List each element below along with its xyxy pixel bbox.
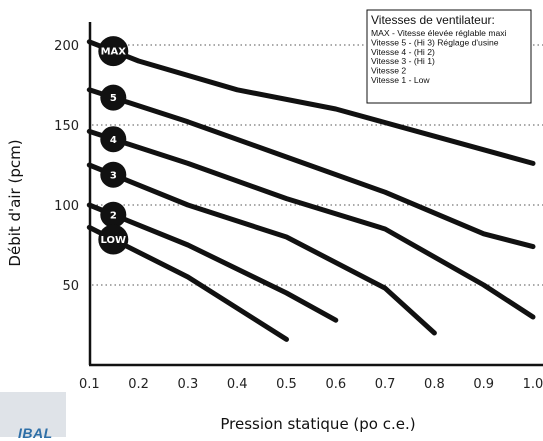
x-tick-label: 0.4 [227,377,248,392]
series-line-2 [86,202,339,323]
series-line-max [86,39,536,166]
y-axis-title: Débit d'air (pcm) [6,139,24,266]
badge-label-5: 5 [110,93,117,104]
x-tick-label: 0.2 [128,377,149,392]
axes [88,22,543,367]
legend-item: Vitesse 2 [371,66,406,76]
series-lines [86,39,536,342]
speed-badges: MAX 5 4 3 2 LOW [98,36,129,255]
y-tick-label: 100 [54,199,79,214]
legend-item: Vitesse 1 - Low [371,75,430,85]
badge-3 [100,161,127,188]
x-tick-label: 1.0 [523,377,543,392]
badge-max [98,36,129,67]
series-line-3 [86,162,437,336]
y-tick-label: 150 [54,119,79,134]
x-tick-label: 0.8 [424,377,445,392]
badge-5 [100,84,127,111]
y-tick-labels: 50 100 150 200 [54,39,79,294]
x-axis-title: Pression statique (po c.e.) [220,415,415,433]
badge-label-4: 4 [110,135,117,146]
series-line-4 [86,128,536,320]
y-tick-label: 200 [54,39,79,54]
y-tick-label: 50 [62,279,79,294]
badge-label-2: 2 [110,210,117,221]
logo-block [0,392,66,437]
x-tick-label: 0.6 [325,377,346,392]
badge-label-3: 3 [110,170,117,181]
legend: Vitesses de ventilateur: MAX - Vitesse é… [366,9,532,104]
x-tick-labels: 0.1 0.2 0.3 0.4 0.5 0.6 0.7 0.8 0.9 1.0 [79,377,543,392]
badge-label-max: MAX [101,47,127,58]
x-tick-label: 0.9 [473,377,494,392]
legend-box [366,9,532,104]
grid-lines [92,44,543,286]
x-tick-label: 0.5 [276,377,297,392]
series-line-5 [86,87,536,250]
legend-title: Vitesses de ventilateur: [371,13,495,27]
x-tick-label: 0.3 [178,377,199,392]
x-tick-label: 0.7 [375,377,396,392]
badge-low [98,224,129,255]
badge-4 [100,126,127,153]
brand-logo: IBAL [18,425,53,441]
x-tick-label: 0.1 [79,377,100,392]
legend-item: Vitesse 5 - (Hi 3) Réglage d'usine [371,37,499,47]
badge-label-low: LOW [101,235,127,246]
legend-item: Vitesse 3 - (Hi 1) [371,56,435,66]
legend-item: MAX - Vitesse élevée réglable maxi [371,28,507,38]
legend-item: Vitesse 4 - (Hi 2) [371,47,435,57]
badge-2 [100,201,127,228]
